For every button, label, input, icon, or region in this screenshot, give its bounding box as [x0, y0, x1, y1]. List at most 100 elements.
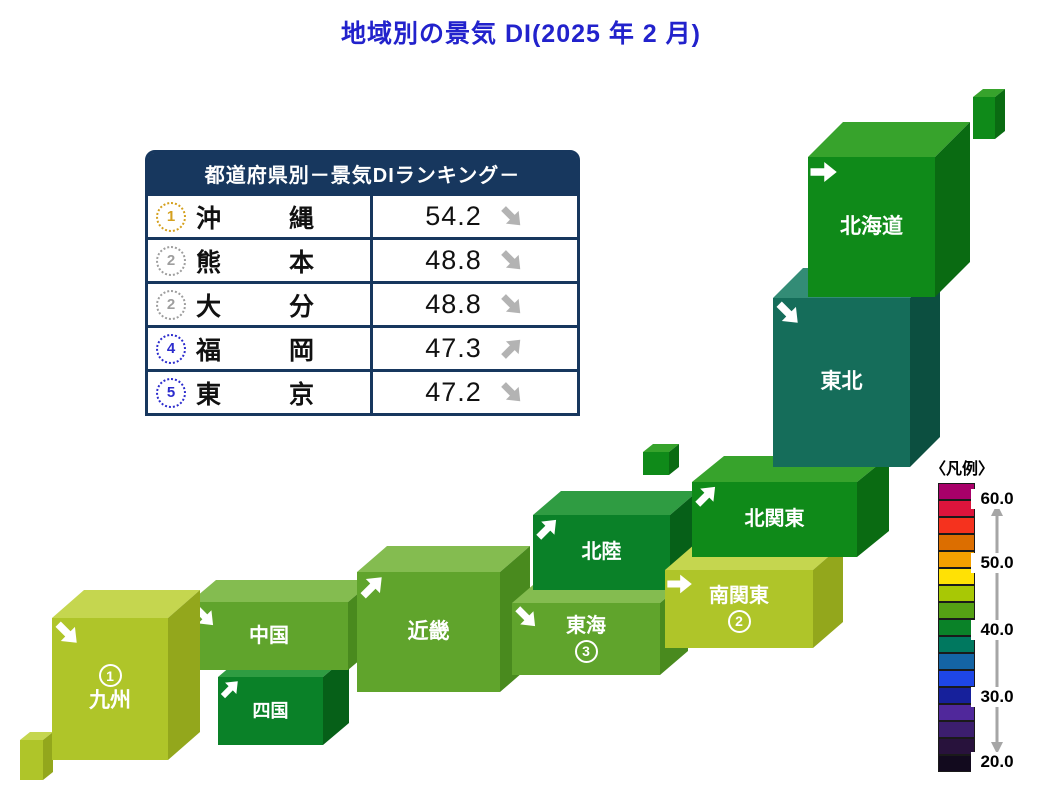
legend-color-block — [938, 619, 975, 636]
trend-down-arrow-icon — [500, 382, 521, 402]
region-block-kitakanto: 北関東 — [692, 456, 889, 557]
cube-top-face — [808, 122, 970, 157]
region-name: 北海道 — [840, 214, 903, 238]
region-block-hokkaido: 北海道 — [808, 122, 970, 297]
rank-name-cell: 5 東京 — [148, 372, 370, 413]
rank-wreath-icon: 2 — [156, 245, 186, 276]
northeast-island-block — [973, 89, 1005, 139]
prefecture-name: 沖縄 — [196, 204, 314, 233]
cube-top-face — [643, 444, 679, 452]
cube-side-face — [669, 444, 679, 475]
trend-up-arrow-icon — [500, 339, 521, 359]
cube-front-face — [357, 572, 500, 692]
di-value: 48.8 — [425, 245, 482, 275]
table-row: 1 沖縄 54.2 — [148, 193, 577, 237]
cube-side-face — [43, 732, 53, 780]
region-label: 1 九州 — [52, 618, 168, 760]
legend-color-block — [938, 636, 975, 653]
prefecture-name: 福岡 — [196, 336, 314, 365]
cube-top-face — [20, 732, 53, 740]
prefecture-name: 東京 — [196, 380, 314, 409]
di-value-cell: 48.8 — [370, 240, 577, 281]
legend-color-block — [938, 721, 975, 738]
okinawa-island-block — [20, 732, 53, 780]
rank-wreath-icon: 2 — [156, 289, 186, 320]
region-block-kinki: 近畿 — [357, 546, 530, 692]
trend-up-arrow-icon — [695, 486, 716, 507]
rank-name-cell: 4 福岡 — [148, 328, 370, 369]
prefecture-ranking-table: 都道府県別－景気DIランキング－ 1 沖縄 54.2 2 熊本 48.8 2 大… — [145, 150, 580, 416]
sado-island-block — [643, 444, 679, 475]
legend-tick-label: 50.0 — [971, 553, 1023, 573]
region-label: 北海道 — [808, 157, 935, 297]
legend-color-block — [938, 534, 975, 551]
cube-side-face — [995, 89, 1005, 139]
rank-wreath-icon: 5 — [156, 377, 186, 408]
di-value-cell: 47.3 — [370, 328, 577, 369]
legend-color-block — [938, 551, 975, 568]
di-value: 54.2 — [425, 201, 482, 231]
di-value-cell: 48.8 — [370, 284, 577, 325]
legend-color-block — [938, 602, 975, 619]
page-title: 地域別の景気 DI(2025 年 2 月) — [341, 20, 701, 48]
legend-color-block — [938, 738, 975, 755]
region-name: 中国 — [249, 624, 289, 647]
cube-top-face — [973, 89, 1005, 97]
di-value: 47.3 — [425, 333, 482, 363]
region-label: 東北 — [773, 298, 910, 467]
trend-down-arrow-icon — [500, 206, 521, 226]
region-block-tohoku: 東北 — [773, 268, 940, 467]
cube-side-face — [813, 544, 843, 648]
di-value-cell: 47.2 — [370, 372, 577, 413]
ranking-table-header: 都道府県別－景気DIランキング－ — [148, 153, 577, 193]
trend-up-arrow-icon — [360, 577, 382, 599]
cube-front-face — [692, 482, 857, 557]
trend-down-arrow-icon — [55, 621, 77, 643]
trend-right-arrow-icon — [667, 574, 692, 594]
legend-color-block — [938, 687, 975, 704]
rank-name-cell: 2 大分 — [148, 284, 370, 325]
cube-front-face — [973, 97, 995, 139]
trend-down-arrow-icon — [500, 250, 521, 270]
cube-front-face — [20, 740, 43, 780]
table-row: 5 東京 47.2 — [148, 369, 577, 413]
legend-color-block — [938, 517, 975, 534]
cube-front-face — [773, 298, 910, 467]
rank-wreath-icon: 1 — [156, 201, 186, 232]
region-label: 南関東 2 — [665, 570, 813, 648]
region-label: 中国 — [190, 602, 348, 670]
region-label: 北陸 — [533, 515, 670, 590]
region-rank-badge: 3 — [574, 640, 598, 663]
prefecture-name: 大分 — [196, 292, 314, 321]
cube-front-face — [643, 452, 669, 475]
region-label: 四国 — [218, 677, 323, 745]
region-name: 南関東 — [709, 585, 769, 607]
legend-tick-label: 60.0 — [971, 489, 1023, 509]
cube-side-face — [935, 122, 970, 297]
cube-front-face — [533, 515, 670, 590]
cube-side-face — [168, 590, 200, 760]
legend-color-block — [938, 653, 975, 670]
region-name: 九州 — [89, 689, 131, 713]
cube-side-face — [910, 268, 940, 467]
region-name: 北陸 — [581, 541, 622, 563]
di-value-cell: 54.2 — [370, 196, 577, 237]
region-label: 北関東 — [692, 482, 857, 557]
region-block-chugoku: 中国 — [190, 580, 374, 670]
legend-color-block — [938, 483, 975, 500]
legend-tick-label: 40.0 — [971, 620, 1023, 640]
cube-front-face — [512, 603, 660, 675]
cube-front-face — [808, 157, 935, 297]
cube-top-face — [533, 491, 698, 515]
prefecture-name: 熊本 — [196, 248, 314, 277]
rank-name-cell: 2 熊本 — [148, 240, 370, 281]
region-name: 北関東 — [744, 508, 805, 530]
legend-tick-label: 30.0 — [971, 687, 1023, 707]
cube-side-face — [857, 456, 889, 557]
ranking-rows: 1 沖縄 54.2 2 熊本 48.8 2 大分 48.8 4 — [148, 193, 577, 413]
cube-side-face — [323, 655, 349, 745]
table-row: 4 福岡 47.3 — [148, 325, 577, 369]
cube-top-face — [190, 580, 374, 602]
trend-down-arrow-icon — [515, 606, 536, 627]
